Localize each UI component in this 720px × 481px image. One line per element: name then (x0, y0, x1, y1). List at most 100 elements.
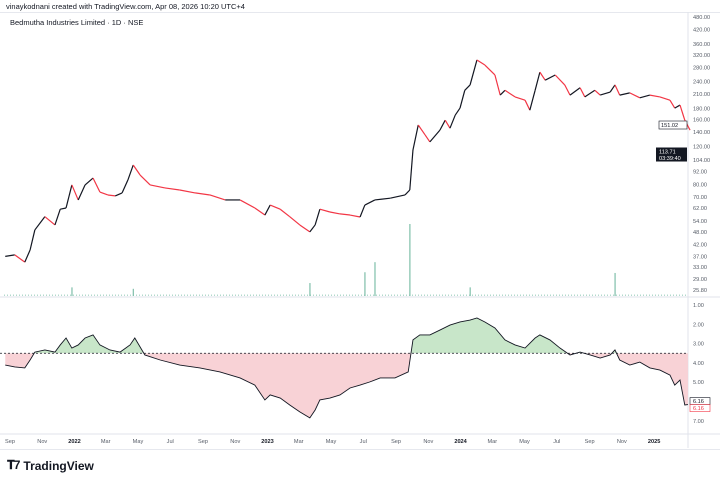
price-tick-label: 48.00 (693, 230, 707, 236)
volume-bar (592, 294, 593, 296)
volume-bar (487, 294, 488, 296)
price-tick-label: 160.00 (693, 118, 710, 124)
time-tick-label: 2024 (454, 439, 467, 445)
price-segment (584, 89, 596, 98)
volume-bar (619, 294, 620, 296)
price-segment (476, 59, 486, 66)
chart-frame[interactable] (0, 12, 720, 450)
price-segment (254, 207, 266, 216)
volume-bar (535, 294, 536, 296)
volume-bar (679, 294, 680, 296)
volume-bar (550, 294, 551, 296)
volume-bar (475, 294, 476, 296)
time-tick-label: Sep (198, 439, 208, 445)
volume-bar (142, 294, 143, 296)
price-segment (269, 204, 281, 210)
volume-bar (370, 294, 371, 296)
price-segment (127, 164, 134, 181)
price-segment (390, 194, 406, 199)
volume-bar (478, 294, 479, 296)
price-tick-label: 360.00 (693, 42, 710, 48)
volume-bar (109, 294, 110, 296)
price-segment (14, 254, 26, 263)
volume-bar (202, 294, 203, 296)
volume-bar (661, 294, 662, 296)
price-segment (469, 59, 478, 86)
volume-bar (106, 294, 107, 296)
volume-bar (670, 294, 671, 296)
price-segment (499, 89, 506, 96)
price-segment (564, 84, 571, 96)
volume-bar (415, 294, 416, 296)
volume-bar (199, 294, 200, 296)
volume-bar (466, 294, 467, 296)
volume-bar (148, 294, 149, 296)
volume-bar (442, 294, 443, 296)
price-segment (439, 119, 446, 131)
price-segment (319, 208, 331, 213)
indicator-tick-label: 2.00 (693, 322, 704, 328)
indicator-tick-label: 7.00 (693, 419, 704, 425)
symbol-title[interactable]: Bedmutha Industries Limited · 1D · NSE (10, 18, 144, 27)
time-tick-label: Nov (37, 439, 47, 445)
price-segment (132, 164, 141, 176)
price-tick-label: 54.00 (693, 219, 707, 225)
price-segment (329, 211, 341, 215)
price-segment (619, 92, 630, 96)
volume-bar (334, 294, 335, 296)
volume-bar (637, 294, 638, 296)
volume-bar (337, 294, 338, 296)
volume-bar (430, 294, 431, 296)
price-segment (179, 189, 196, 194)
volume-bar (76, 294, 77, 296)
price-segment (107, 194, 116, 197)
volume-bar (403, 294, 404, 296)
price-label: 151.02 (661, 123, 678, 129)
volume-bar (658, 294, 659, 296)
volume-bar (25, 294, 26, 296)
price-segment (629, 92, 641, 99)
volume-bar (37, 294, 38, 296)
volume-bar (247, 294, 248, 296)
volume-bar (265, 294, 266, 296)
price-segment (464, 84, 471, 91)
time-tick-label: Sep (391, 439, 401, 445)
volume-bar (19, 294, 20, 296)
volume-bar (226, 294, 227, 296)
volume-bar (175, 294, 176, 296)
volume-bar (361, 294, 362, 296)
volume-bar (565, 294, 566, 296)
volume-bar (154, 294, 155, 296)
volume-bar (325, 294, 326, 296)
volume-bar (541, 294, 542, 296)
price-segment (121, 179, 129, 194)
volume-bar (214, 294, 215, 296)
volume-bar (598, 294, 599, 296)
volume-bar (493, 294, 494, 296)
volume-bar (586, 294, 587, 296)
volume-bar (394, 294, 395, 296)
time-tick-label: Mar (487, 439, 497, 445)
volume-bar (91, 294, 92, 296)
tradingview-logo[interactable]: 𝐓7 TradingView (7, 458, 94, 473)
volume-bar (610, 294, 611, 296)
price-segment (539, 71, 546, 81)
last-price-label-box (656, 147, 687, 162)
volume-bar (223, 294, 224, 296)
volume-bar (571, 294, 572, 296)
volume-bar (574, 294, 575, 296)
volume-bar (10, 294, 11, 296)
volume-bar (331, 294, 332, 296)
volume-bar (157, 294, 158, 296)
volume-bar (196, 294, 197, 296)
price-segment (554, 74, 566, 86)
volume-bar (283, 294, 284, 296)
price-segment (594, 89, 601, 96)
volume-bar (631, 294, 632, 296)
volume-bar (64, 294, 65, 296)
volume-bar (217, 294, 218, 296)
time-tick-label: Jul (360, 439, 367, 445)
price-tick-label: 480.00 (693, 15, 710, 21)
price-segment (412, 124, 419, 151)
